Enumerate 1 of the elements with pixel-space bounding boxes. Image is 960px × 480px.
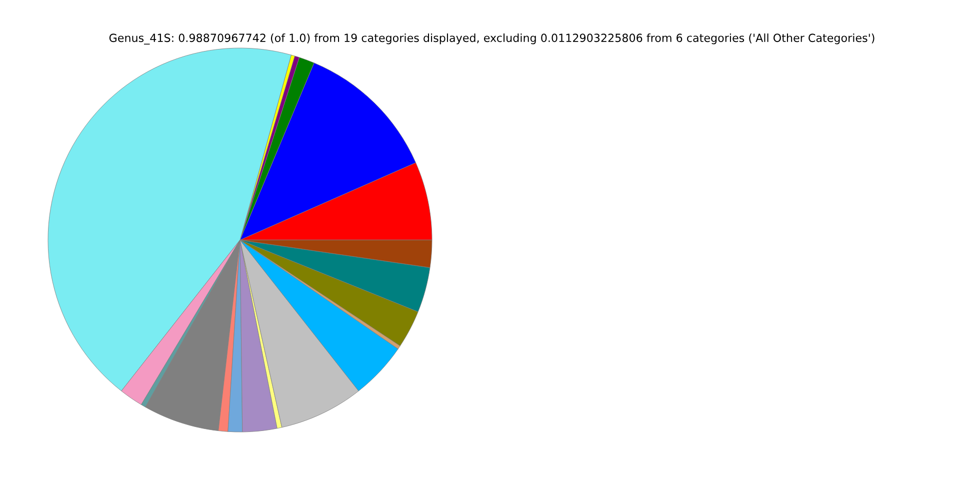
text: Genus_41S: 0.98870967742 (of 1.0) from 19 categories displayed, excluding 0.0112903225806 from 6 categories ('All Other Categories') [109,33,874,45]
